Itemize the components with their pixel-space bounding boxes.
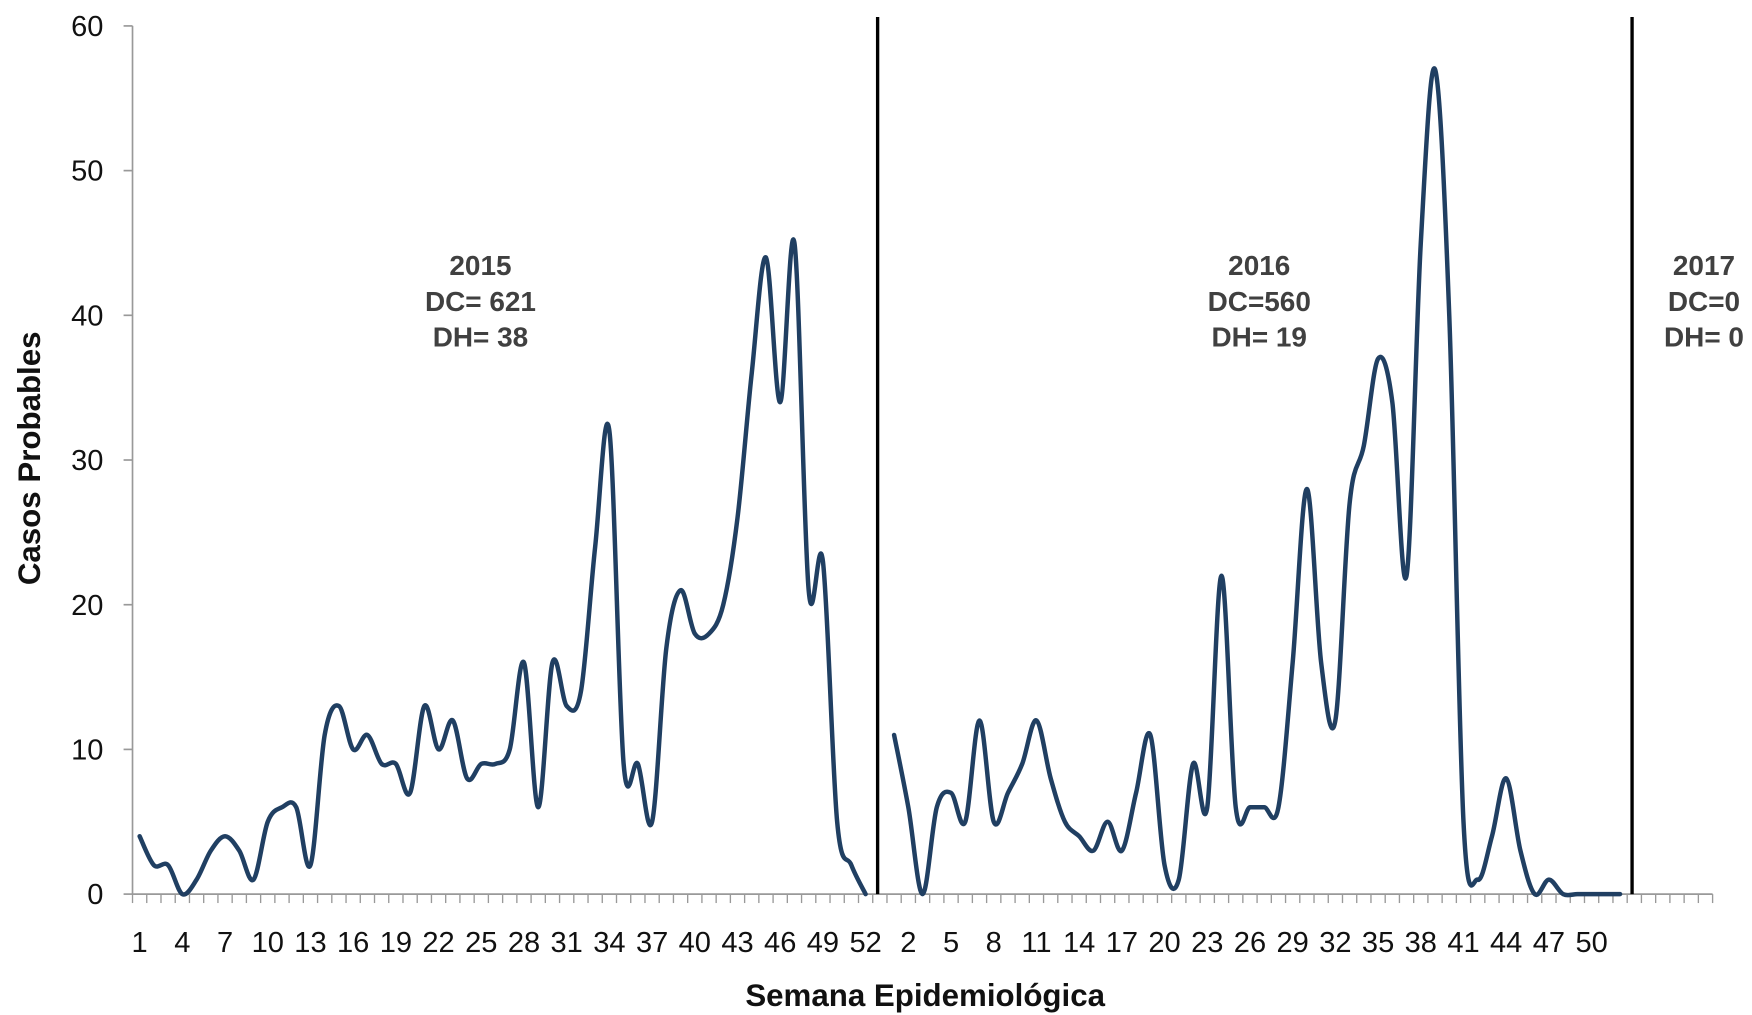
data-line (891, 66, 1623, 898)
x-tick-label: 52 (849, 927, 881, 959)
annotation: 2015 (449, 250, 511, 281)
y-tick-label: 60 (71, 11, 103, 43)
annotation: 2016 (1228, 250, 1290, 281)
y-tick-label: 40 (71, 300, 103, 332)
x-tick-label: 25 (465, 927, 497, 959)
x-tick-label: 22 (422, 927, 454, 959)
y-tick-label: 20 (71, 590, 103, 622)
x-tick-label: 32 (1319, 927, 1351, 959)
x-tick-label: 29 (1277, 927, 1309, 959)
x-tick-label: 47 (1533, 927, 1565, 959)
x-tick-label: 11 (1021, 927, 1051, 959)
x-tick-label: 41 (1447, 927, 1479, 959)
x-tick-label: 46 (764, 927, 796, 959)
x-tick-label: 4 (174, 927, 190, 959)
x-tick-label: 20 (1148, 927, 1180, 959)
x-tick-label: 43 (721, 927, 753, 959)
y-tick-label: 30 (71, 445, 103, 477)
x-tick-label: 37 (636, 927, 668, 959)
x-tick-label: 1 (132, 927, 148, 959)
y-tick-label: 50 (71, 156, 103, 188)
x-axis-title: Semana Epidemiológica (745, 978, 1105, 1013)
y-axis-title: Casos Probables (12, 331, 47, 585)
x-tick-label: 26 (1234, 927, 1266, 959)
annotation: DC=0 (1668, 286, 1740, 317)
x-tick-label: 31 (551, 927, 583, 959)
annotation: DH= 19 (1212, 322, 1307, 353)
data-line (137, 237, 868, 897)
y-tick-label: 10 (71, 734, 103, 766)
x-tick-label: 19 (380, 927, 412, 959)
annotation: DH= 38 (433, 322, 528, 353)
x-tick-label: 13 (294, 927, 326, 959)
x-tick-label: 34 (593, 927, 625, 959)
annotation: DC= 621 (425, 286, 536, 317)
x-tick-label: 44 (1490, 927, 1522, 959)
x-tick-label: 17 (1106, 927, 1138, 959)
x-tick-label: 5 (943, 927, 959, 959)
x-tick-label: 49 (807, 927, 839, 959)
x-tick-label: 28 (508, 927, 540, 959)
annotation: DH= 0 (1664, 322, 1744, 353)
x-tick-label: 38 (1405, 927, 1437, 959)
annotation: 2017 (1673, 250, 1735, 281)
x-tick-label: 50 (1575, 927, 1607, 959)
x-tick-label: 23 (1191, 927, 1223, 959)
x-tick-label: 14 (1063, 927, 1095, 959)
y-tick-label: 0 (87, 879, 103, 911)
annotation: DC=560 (1208, 286, 1311, 317)
x-tick-label: 8 (986, 927, 1002, 959)
x-tick-label: 7 (217, 927, 233, 959)
x-tick-label: 2 (900, 927, 916, 959)
x-tick-label: 10 (252, 927, 284, 959)
x-tick-label: 40 (679, 927, 711, 959)
x-tick-label: 35 (1362, 927, 1394, 959)
x-tick-label: 16 (337, 927, 369, 959)
